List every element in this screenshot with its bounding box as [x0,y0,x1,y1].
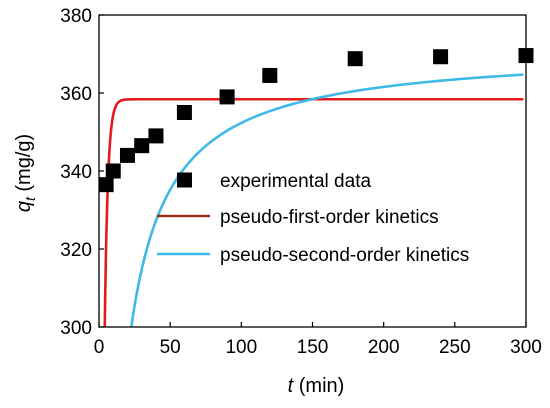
x-tick-label: 250 [439,337,471,358]
x-tick-label: 150 [297,337,329,358]
data-point [134,138,150,154]
data-point [119,147,135,163]
x-tick-label: 300 [510,337,542,358]
experimental-markers [98,48,534,193]
y-tick-label: 340 [60,162,92,183]
y-axis-symbol: q [13,201,35,212]
data-point [176,105,192,120]
x-axis-unit: (min) [293,375,344,397]
data-point [347,51,363,67]
x-axis-title: t (min) [288,375,345,397]
y-axis-unit: (mg/g) [13,134,35,197]
data-point [148,128,164,144]
legend-label: pseudo-first-order kinetics [220,207,439,228]
series-line-1 [103,97,524,327]
y-tick-label: 360 [60,84,92,105]
legend: experimental data pseudo-first-order kine… [157,171,469,266]
data-point [219,89,235,105]
model-curves [103,73,524,327]
x-tick-label: 0 [94,337,105,358]
x-tick-label: 100 [225,337,257,358]
data-point [262,67,278,83]
y-tick-label: 380 [60,6,92,27]
data-point [98,177,114,193]
data-point [433,49,449,65]
y-tick-label: 300 [60,318,92,339]
y-tick-label: 320 [60,240,92,261]
axes [98,14,527,328]
tick-labels: 0 50 100 150 200 250 300 300 320 340 360 380 [60,6,542,358]
x-axis-symbol: t [288,375,295,397]
series-line-2 [129,73,524,327]
x-tick-label: 200 [368,337,400,358]
x-tick-label: 50 [160,337,181,358]
data-point [105,163,121,179]
y-axis-subscript: t [22,196,38,201]
legend-label: pseudo-second-order kinetics [220,245,469,266]
legend-marker [177,172,192,188]
legend-label: experimental data [220,171,371,192]
y-axis-title: qt (mg/g) [13,134,38,212]
